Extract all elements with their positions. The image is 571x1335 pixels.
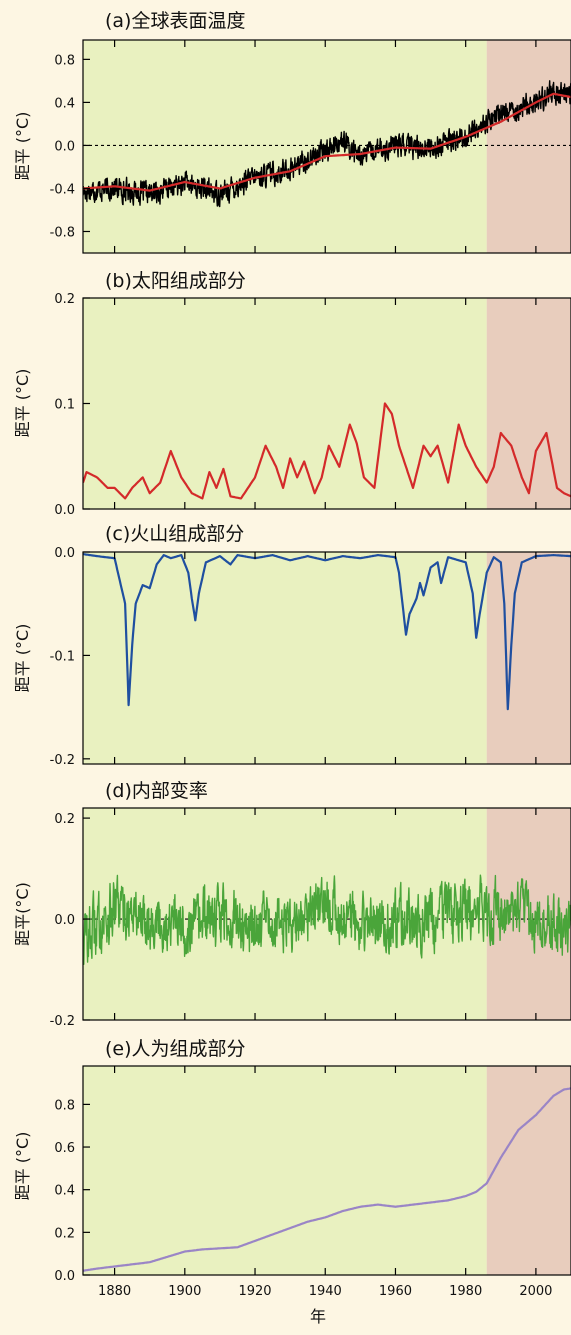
panel-e-ytick-label-3: 0.2 <box>54 1226 75 1241</box>
panel-d-title: (d)内部变率 <box>105 780 208 802</box>
panel-a-band-early <box>83 40 487 253</box>
panel-b-series-0 <box>83 402 571 500</box>
panel-e-ytick-label-0: 0.8 <box>54 1098 75 1113</box>
panel-d-frame <box>82 807 571 1021</box>
panel-a-ylabel: 距平 (°C) <box>13 112 32 181</box>
panel-d-ytick-label-0: 0.2 <box>54 812 75 827</box>
panel-d-ylabel: 距平(°C) <box>13 882 32 946</box>
x-tick-label-6: 2000 <box>519 1284 552 1299</box>
panel-a-frame <box>82 39 571 254</box>
x-axis-label: 年 <box>310 1307 326 1326</box>
panel-b-ytick-label-0: 0.2 <box>54 292 75 307</box>
panel-e-ytick-label-2: 0.4 <box>54 1184 75 1199</box>
x-tick-label-1: 1900 <box>168 1284 201 1299</box>
panel-c-series-0 <box>83 553 571 711</box>
panel-e-frame <box>82 1065 571 1276</box>
panel-a: 0.8 0.4 0.0 -0.4 -0.8 <box>50 39 571 254</box>
panel-a-title: (a)全球表面温度 <box>105 10 245 32</box>
panel-a-ytick-label-3: -0.4 <box>50 182 75 197</box>
panel-b: 0.2 0.1 0.0 <box>54 292 571 518</box>
panel-e-ylabel: 距平 (°C) <box>13 1132 32 1201</box>
panel-c-ytick-label-1: -0.1 <box>50 649 75 664</box>
panel-c-ytick-label-0: 0.0 <box>54 546 75 561</box>
panel-a-ytick-label-2: 0.0 <box>54 139 75 154</box>
x-tick-label-3: 1940 <box>309 1284 342 1299</box>
panel-d-series-0 <box>83 874 571 965</box>
x-tick-label-2: 1920 <box>238 1284 271 1299</box>
panel-b-band-early <box>83 298 487 509</box>
panel-c-frame <box>82 551 571 765</box>
panel-d-ytick-label-2: -0.2 <box>50 1014 75 1029</box>
panel-a-series-1 <box>83 92 571 192</box>
panel-e-band-late <box>486 1066 571 1275</box>
panel-b-ytick-label-1: 0.1 <box>54 398 75 413</box>
panel-d: 0.2 0.0 -0.2 <box>50 807 571 1029</box>
x-tick-label-5: 1980 <box>449 1284 482 1299</box>
panel-c: 0.0 -0.1 -0.2 <box>50 546 571 768</box>
panel-d-ytick-label-1: 0.0 <box>54 913 75 928</box>
panel-b-band-late <box>486 298 571 509</box>
panel-e-ytick-label-4: 0.0 <box>54 1269 75 1284</box>
panel-c-ylabel: 距平 (°C) <box>13 624 32 693</box>
x-tick-label-0: 1880 <box>98 1284 131 1299</box>
panel-e-band-early <box>83 1066 487 1275</box>
x-tick-label-4: 1960 <box>379 1284 412 1299</box>
panel-e-series-0 <box>83 1087 571 1272</box>
panel-a-ytick-label-0: 0.8 <box>54 53 75 68</box>
panel-b-title: (b)太阳组成部分 <box>105 270 246 292</box>
panel-a-ytick-label-1: 0.4 <box>54 96 75 111</box>
panel-c-title: (c)火山组成部分 <box>105 523 244 545</box>
panel-b-ylabel: 距平 (°C) <box>13 369 32 438</box>
panel-a-band-late <box>486 40 571 253</box>
panel-a-series-0 <box>83 80 571 208</box>
panel-e: 0.8 0.6 0.4 0.2 0.0 1880 1900 1920 1940 1960 1980 2… <box>54 1065 571 1299</box>
panel-b-ytick-label-2: 0.0 <box>54 503 75 518</box>
panel-e-title: (e)人为组成部分 <box>105 1038 246 1060</box>
panel-c-band-late <box>486 552 571 764</box>
panel-c-ytick-label-2: -0.2 <box>50 753 75 768</box>
panel-e-ytick-label-1: 0.6 <box>54 1141 75 1156</box>
panel-a-ytick-label-4: -0.8 <box>50 225 75 240</box>
